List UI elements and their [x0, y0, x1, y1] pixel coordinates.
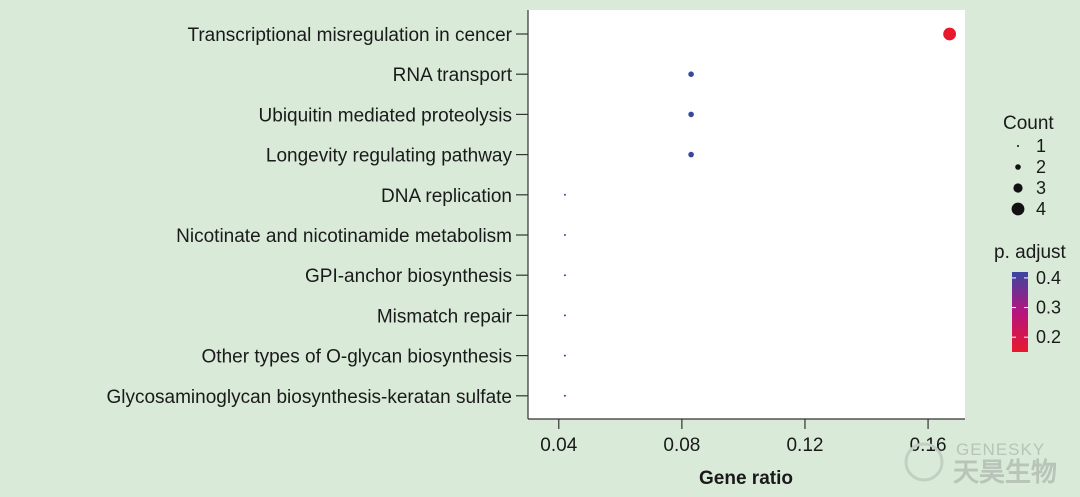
data-point: [563, 314, 566, 317]
data-point: [563, 274, 566, 277]
p-adjust-colorbar: [1012, 272, 1028, 352]
y-tick-label: Other types of O-glycan biosynthesis: [202, 347, 512, 368]
count-legend-label: 1: [1036, 136, 1046, 156]
y-tick-label: RNA transport: [393, 65, 513, 86]
count-legend-dot: [1017, 145, 1019, 147]
data-points: [563, 27, 957, 397]
y-tick-label: Longevity regulating pathway: [266, 146, 513, 167]
x-axis: 0.04 0.08 0.12 0.16: [528, 418, 965, 456]
y-tick-label: Ubiquitin mediated proteolysis: [259, 105, 512, 126]
count-legend-dot: [1013, 183, 1023, 193]
count-legend-dot: [1015, 164, 1021, 170]
p-adjust-legend-title: p. adjust: [994, 242, 1067, 263]
data-point: [563, 234, 566, 236]
y-axis: Transcriptional misregulation in cencer R…: [106, 10, 529, 419]
x-tick-label: 0.04: [540, 435, 577, 456]
data-point: [563, 354, 566, 357]
data-point: [688, 111, 694, 118]
watermark-cjk: 天昊生物: [953, 457, 1057, 487]
y-tick-label: Nicotinate and nicotinamide metabolism: [176, 226, 512, 247]
data-point: [688, 71, 694, 77]
y-tick-label: GPI-anchor biosynthesis: [305, 266, 512, 287]
x-tick-label: 0.08: [663, 435, 700, 456]
count-legend-title: Count: [1003, 113, 1054, 134]
watermark-latin: GENESKY: [956, 440, 1045, 459]
watermark: GENESKY 天昊生物: [904, 440, 1057, 487]
y-tick-label: Mismatch repair: [377, 306, 513, 327]
y-tick-label: Glycosaminoglycan biosynthesis-keratan s…: [106, 387, 512, 408]
watermark-logo-icon: [904, 442, 944, 482]
data-point: [943, 27, 957, 41]
data-point: [563, 193, 566, 196]
p-adjust-legend: 0.4 0.3 0.2: [1012, 268, 1061, 347]
p-adjust-tick-label: 0.4: [1036, 268, 1061, 288]
y-tick-label: DNA replication: [381, 186, 512, 207]
count-legend-label: 3: [1036, 178, 1046, 198]
x-tick-label: 0.12: [786, 435, 823, 456]
p-adjust-tick-label: 0.3: [1036, 298, 1061, 318]
plot-panel: [528, 10, 965, 419]
count-legend-dot: [1011, 202, 1025, 216]
count-legend-label: 4: [1036, 199, 1046, 219]
data-point: [563, 394, 566, 397]
x-axis-title: Gene ratio: [699, 468, 793, 489]
data-point: [688, 151, 694, 158]
p-adjust-tick-label: 0.2: [1036, 327, 1061, 347]
y-tick-label: Transcriptional misregulation in cencer: [187, 25, 512, 46]
count-legend-label: 2: [1036, 157, 1046, 177]
